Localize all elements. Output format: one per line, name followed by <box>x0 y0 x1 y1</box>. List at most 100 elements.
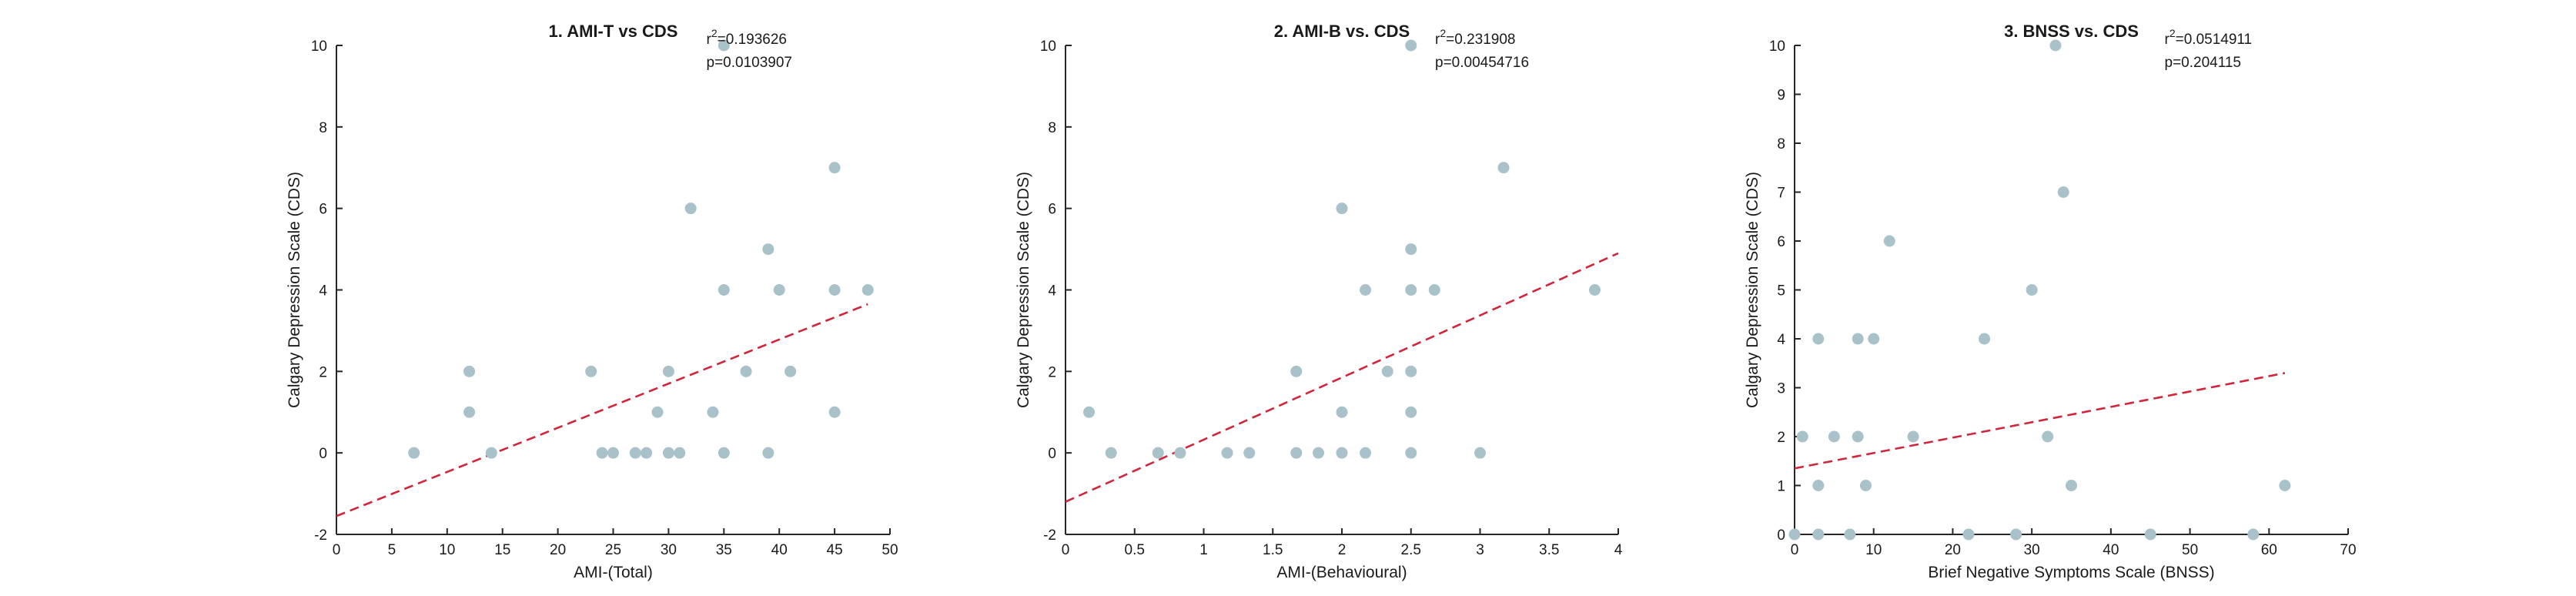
y-tick-label: 10 <box>1040 39 1056 55</box>
p-value-annotation: p=0.00454716 <box>1435 55 1529 71</box>
data-point <box>828 406 841 418</box>
data-point <box>1405 447 1417 459</box>
data-point <box>773 284 785 296</box>
data-point <box>2010 528 2022 541</box>
y-tick-label: 4 <box>319 283 327 300</box>
data-point <box>2144 528 2156 541</box>
data-point <box>1907 430 1919 443</box>
data-point <box>463 406 476 418</box>
data-point <box>1243 447 1256 459</box>
x-tick-label: 1 <box>1199 542 1208 558</box>
r-symbol: r <box>707 32 712 48</box>
data-point <box>1405 39 1417 52</box>
x-tick-label: 20 <box>1945 542 1961 558</box>
x-tick-label: 60 <box>2261 542 2277 558</box>
data-point <box>607 447 619 459</box>
scatter-panel-1: 0 5 10 15 20 25 30 35 40 45 50 -2 0 2 4 6 8 10 1. AMI-T vs… <box>286 22 898 581</box>
r-squared-annotation: r2=0.0514911 <box>2165 27 2253 48</box>
x-tick-label: 3.5 <box>1539 542 1559 558</box>
data-point <box>1812 528 1825 541</box>
y-tick-label: 2 <box>319 364 327 380</box>
x-tick-label: 4 <box>1614 542 1623 558</box>
x-tick-label: 2 <box>1338 542 1347 558</box>
y-tick-label: 4 <box>1777 332 1785 348</box>
data-point <box>1428 284 1440 296</box>
y-tick-label: 1 <box>1777 479 1785 495</box>
data-point <box>1083 406 1096 418</box>
data-point <box>762 243 774 256</box>
x-axis-label: AMI-(Total) <box>574 564 653 581</box>
data-point <box>485 447 497 459</box>
y-tick-label: 6 <box>1048 202 1056 218</box>
data-point <box>1221 447 1233 459</box>
data-point <box>662 447 674 459</box>
y-tick-label: 2 <box>1777 430 1785 446</box>
y-tick-label: 2 <box>1048 364 1056 380</box>
y-tick-label: 5 <box>1777 283 1785 300</box>
y-tick-label: 8 <box>1777 136 1785 152</box>
data-point <box>2057 186 2069 198</box>
data-point <box>641 447 653 459</box>
r-squared-superscript: 2 <box>1440 27 1446 39</box>
r-squared-annotation: r2=0.193626 <box>707 27 787 48</box>
data-point <box>1497 162 1510 174</box>
data-point <box>707 406 719 418</box>
data-point <box>2066 480 2077 491</box>
y-tick-label: -2 <box>314 527 327 544</box>
x-tick-label: 35 <box>716 542 732 558</box>
data-point <box>651 406 664 418</box>
data-point <box>1812 480 1825 491</box>
data-point <box>1979 333 1991 345</box>
data-point <box>1859 480 1872 491</box>
chart-title: 2. AMI-B vs. CDS <box>1274 22 1410 41</box>
data-point <box>1336 447 1348 459</box>
x-tick-label: 5 <box>388 542 396 558</box>
r-squared-value: =0.231908 <box>1446 32 1515 48</box>
x-tick-label: 0.5 <box>1125 542 1145 558</box>
data-point <box>1588 284 1601 296</box>
data-point <box>629 447 641 459</box>
x-tick-label: 1.5 <box>1263 542 1283 558</box>
r-symbol: r <box>2165 32 2170 48</box>
r-symbol: r <box>1435 32 1440 48</box>
data-point <box>1312 447 1324 459</box>
r-squared-superscript: 2 <box>2170 27 2176 39</box>
data-point <box>1796 430 1808 443</box>
data-point <box>1336 406 1348 418</box>
y-tick-label: 6 <box>1777 234 1785 250</box>
data-point <box>740 365 752 377</box>
data-point <box>2247 528 2260 541</box>
data-point <box>828 162 841 174</box>
data-point <box>596 447 608 459</box>
regression-fit-line <box>336 303 868 517</box>
x-tick-label: 25 <box>605 542 621 558</box>
x-tick-label: 50 <box>882 542 898 558</box>
data-point <box>1105 447 1117 459</box>
x-tick-label: 15 <box>494 542 510 558</box>
data-point <box>2279 480 2291 491</box>
x-tick-label: 50 <box>2182 542 2198 558</box>
r-squared-value: =0.0514911 <box>2176 32 2253 48</box>
data-point <box>1381 365 1393 377</box>
data-point <box>1852 430 1864 443</box>
chart-title: 3. BNSS vs. CDS <box>2004 22 2139 41</box>
x-tick-label: 70 <box>2340 542 2356 558</box>
scatter-panel-3: 0 10 20 30 40 50 60 70 0 1 2 3 4 5 6 7 8 9 10 3. BNSS vs. C… <box>1744 22 2357 581</box>
data-point <box>1474 447 1486 459</box>
data-point <box>1828 430 1840 443</box>
data-point <box>1868 333 1880 345</box>
data-point <box>1812 333 1825 345</box>
y-tick-label: 0 <box>1777 527 1785 544</box>
data-point <box>1405 365 1417 377</box>
y-tick-label: 10 <box>1769 39 1785 55</box>
x-axis-label: AMI-(Behavioural) <box>1276 564 1407 581</box>
data-point <box>684 203 697 215</box>
data-point <box>1962 528 1975 541</box>
data-point <box>762 447 774 459</box>
data-point <box>1883 235 1895 247</box>
data-point <box>1290 365 1303 377</box>
y-tick-label: 0 <box>1048 446 1056 462</box>
data-point <box>1852 333 1864 345</box>
x-tick-label: 30 <box>2024 542 2040 558</box>
data-point <box>662 365 674 377</box>
